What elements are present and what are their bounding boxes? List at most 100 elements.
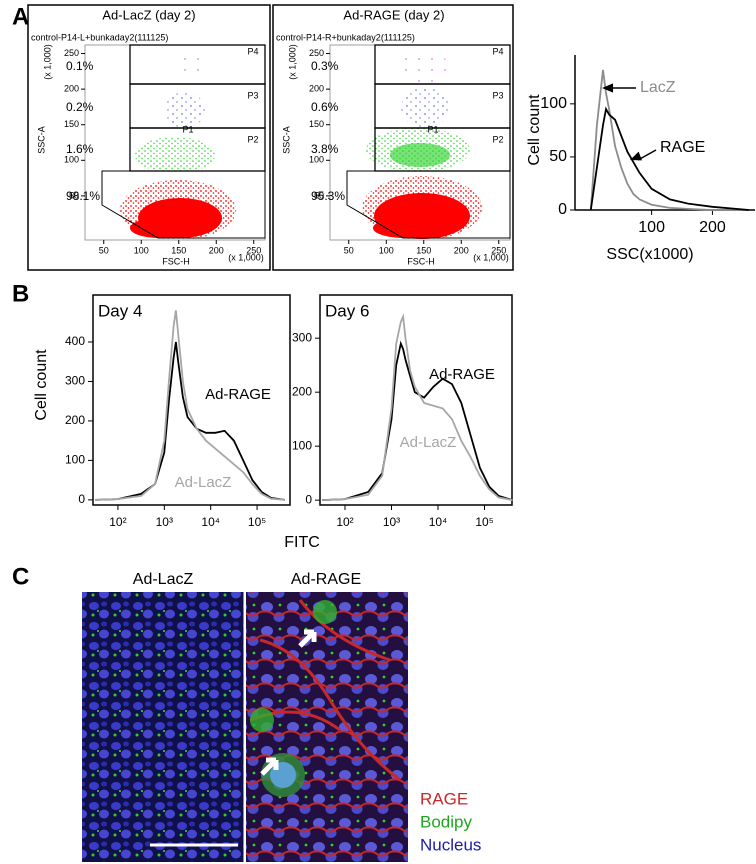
y-tick-label: 300 [292,330,312,344]
gate-label: P3 [492,90,503,100]
y-tick-label: 400 [65,334,85,348]
y-tick-label: 0 [78,492,85,506]
flow-plot-frame [27,4,514,271]
plot-frame [92,294,291,506]
y-tick-label: 0 [305,492,312,506]
y-tick-label: 100 [309,155,324,165]
histogram-line [589,69,749,211]
gate-label: P3 [247,90,258,100]
y-tick-label: 50 [314,190,324,200]
x-tick-label: 200 [209,245,224,255]
x-tick-label: 200 [699,219,726,236]
panel-label: B [12,280,29,307]
x-scale-label: (x 1,000) [228,252,264,262]
y-tick-label: 250 [64,48,79,58]
y-axis-label: SSC-A [281,126,291,154]
gate [346,170,511,239]
x-tick-label: 150 [416,245,431,255]
x-tick-label: 10⁵ [248,515,266,529]
histogram-line [589,106,749,211]
y-tick-label: 200 [64,83,79,93]
panel-label: A [12,3,29,30]
micrograph [82,592,408,862]
x-tick-label: 10⁴ [201,515,220,529]
legend-label: Bodipy [420,812,472,831]
y-tick-label: 150 [64,119,79,129]
y-scale-label: (x 1,000) [287,44,297,80]
gate-label: P2 [492,134,503,144]
x-scale-label: (x 1,000) [473,252,509,262]
y-axis-label: Cell count [33,349,50,421]
x-tick-label: 50 [344,245,354,255]
gate-percentage: 0.6% [311,100,339,114]
x-tick-label: 10² [109,515,126,529]
x-tick-label: 100 [638,219,665,236]
y-axis-label: Cell count [526,94,543,166]
x-axis-label: FSC-H [162,256,190,266]
y-tick-label: 200 [309,83,324,93]
x-tick-label: 100 [134,245,149,255]
image-title: Ad-LacZ [133,571,194,588]
y-axis-label: SSC-A [36,126,46,154]
gate-label: P1 [427,124,438,134]
legend-label: Nucleus [420,835,481,854]
x-axis-label: FITC [284,534,320,551]
gate-label: P2 [247,134,258,144]
gate-label: P4 [492,46,503,56]
y-tick-label: 100 [64,155,79,165]
x-tick-label: 250 [246,245,261,255]
gate-label: P4 [247,46,258,56]
dot-clouds [120,48,482,240]
x-tick-label: 10² [336,515,353,529]
arrow-head [602,83,614,93]
legend-label: RAGE [420,789,468,808]
x-axis-label: SSC(x1000) [606,246,693,263]
y-scale-label: (x 1,000) [42,44,52,80]
x-tick-label: 50 [99,245,109,255]
x-tick-label: 250 [491,245,506,255]
gate [101,170,266,239]
x-tick-label: 10⁵ [475,515,493,529]
series-label: Ad-LacZ [175,474,232,491]
x-axis-label: FSC-H [407,256,435,266]
gate-label: P1 [182,124,193,134]
y-tick-label: 50 [549,148,567,165]
series-label: RAGE [660,139,705,156]
x-tick-label: 100 [379,245,394,255]
y-tick-label: 50 [69,190,79,200]
y-tick-label: 0 [558,201,567,218]
plot-title: Ad-LacZ (day 2) [102,7,195,22]
x-tick-label: 10³ [383,515,400,529]
gate-percentage: 1.6% [66,142,94,156]
y-tick-label: 300 [65,374,85,388]
arrow-head [630,151,642,161]
y-tick-label: 100 [292,438,312,452]
x-tick-label: 10⁴ [429,515,448,529]
gate-percentage: 0.1% [66,59,94,73]
series-label: Ad-RAGE [205,386,271,403]
series-label: Ad-LacZ [400,434,457,451]
chart-title: Day 6 [325,301,369,320]
y-tick-label: 200 [292,384,312,398]
image-title: Ad-RAGE [291,571,361,588]
gate-percentage: 0.2% [66,100,94,114]
chart-title: Day 4 [98,301,142,320]
x-tick-label: 200 [454,245,469,255]
y-tick-label: 150 [309,119,324,129]
y-tick-label: 200 [65,413,85,427]
plot-title: Ad-RAGE (day 2) [343,7,444,22]
x-tick-label: 150 [171,245,186,255]
histogram-line [321,313,513,501]
series-label: Ad-RAGE [429,366,495,383]
plot-frame [319,294,513,506]
histogram-line [94,310,285,501]
gate-percentage: 3.8% [311,142,339,156]
y-tick-label: 250 [309,48,324,58]
gate-percentage: 0.3% [311,59,339,73]
panel-label: C [12,563,29,590]
y-tick-label: 100 [65,453,85,467]
y-tick-label: 100 [540,95,567,112]
plot-header: control-P14-R+bunkaday2(111125) [276,32,415,42]
plot-header: control-P14-L+bunkaday2(111125) [31,32,168,42]
